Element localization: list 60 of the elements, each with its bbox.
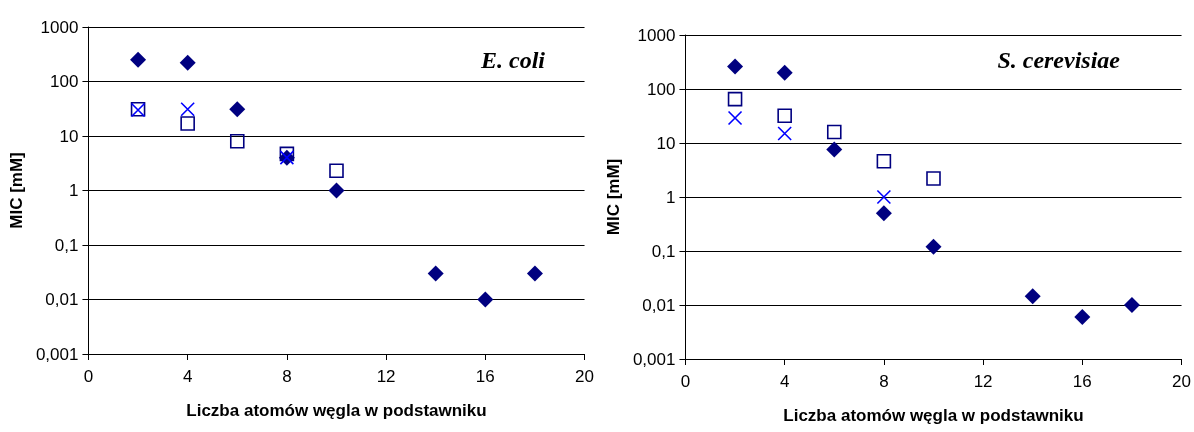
y-tick-label: 1 — [665, 187, 676, 207]
x-tick-label: 16 — [1072, 372, 1092, 391]
point — [826, 141, 843, 158]
y-tick-label: 10 — [656, 133, 676, 153]
x-tick-label: 8 — [282, 367, 292, 386]
point — [1123, 297, 1140, 313]
x-axis-title: Liczba atomów węgla w podstawniku — [783, 406, 1084, 425]
x-tick-label: 4 — [182, 367, 193, 386]
x-tick-label: 0 — [83, 367, 94, 386]
point — [776, 64, 793, 81]
point — [279, 146, 295, 162]
x-tick-label: 20 — [1172, 372, 1192, 391]
x-tick-label: 12 — [376, 367, 396, 386]
point — [876, 189, 892, 205]
point — [1074, 308, 1091, 325]
x-tick-label: 0 — [680, 372, 691, 391]
point — [925, 238, 942, 255]
point — [727, 91, 743, 107]
y-tick-label: 1 — [68, 181, 79, 200]
point — [328, 182, 345, 199]
y-tick-label: 0,1 — [54, 235, 79, 255]
point — [180, 101, 195, 117]
x-tick-label: 20 — [575, 367, 595, 386]
y-tick-label: 100 — [647, 79, 676, 99]
y-tick-label: 0,1 — [651, 241, 676, 261]
y-axis-title: MIC [mM] — [604, 158, 623, 236]
x-tick-label: 8 — [879, 372, 889, 391]
point — [926, 171, 941, 186]
point — [130, 51, 147, 68]
point — [329, 163, 344, 179]
point — [876, 153, 892, 169]
point — [826, 124, 842, 140]
point — [229, 101, 246, 118]
point — [875, 205, 892, 222]
annotation: E. coli — [480, 47, 546, 73]
y-tick-label: 1000 — [637, 25, 676, 45]
point — [180, 116, 195, 131]
point — [1024, 288, 1041, 305]
y-tick-label: 100 — [50, 72, 79, 91]
x-tick-label: 4 — [779, 372, 790, 391]
point — [477, 291, 494, 308]
point — [777, 108, 792, 124]
y-tick-label: 0,001 — [632, 349, 676, 369]
y-tick-label: 0,01 — [642, 295, 676, 315]
y-tick-label: 0,01 — [45, 290, 79, 309]
point — [727, 58, 744, 75]
y-tick-label: 0,001 — [35, 344, 79, 364]
y-tick-label: 1000 — [40, 17, 79, 37]
x-axis-title: Liczba atomów węgla w podstawniku — [186, 401, 487, 420]
point — [229, 133, 245, 149]
y-tick-label: 10 — [59, 126, 79, 146]
y-axis-title: MIC [mM] — [7, 152, 26, 229]
x-tick-label: 16 — [475, 367, 495, 386]
annotation: S. cerevisiae — [997, 47, 1121, 73]
point — [427, 265, 444, 282]
point — [179, 54, 196, 71]
point — [727, 110, 743, 126]
point — [777, 126, 792, 141]
x-tick-label: 12 — [973, 372, 993, 391]
point — [526, 265, 543, 282]
